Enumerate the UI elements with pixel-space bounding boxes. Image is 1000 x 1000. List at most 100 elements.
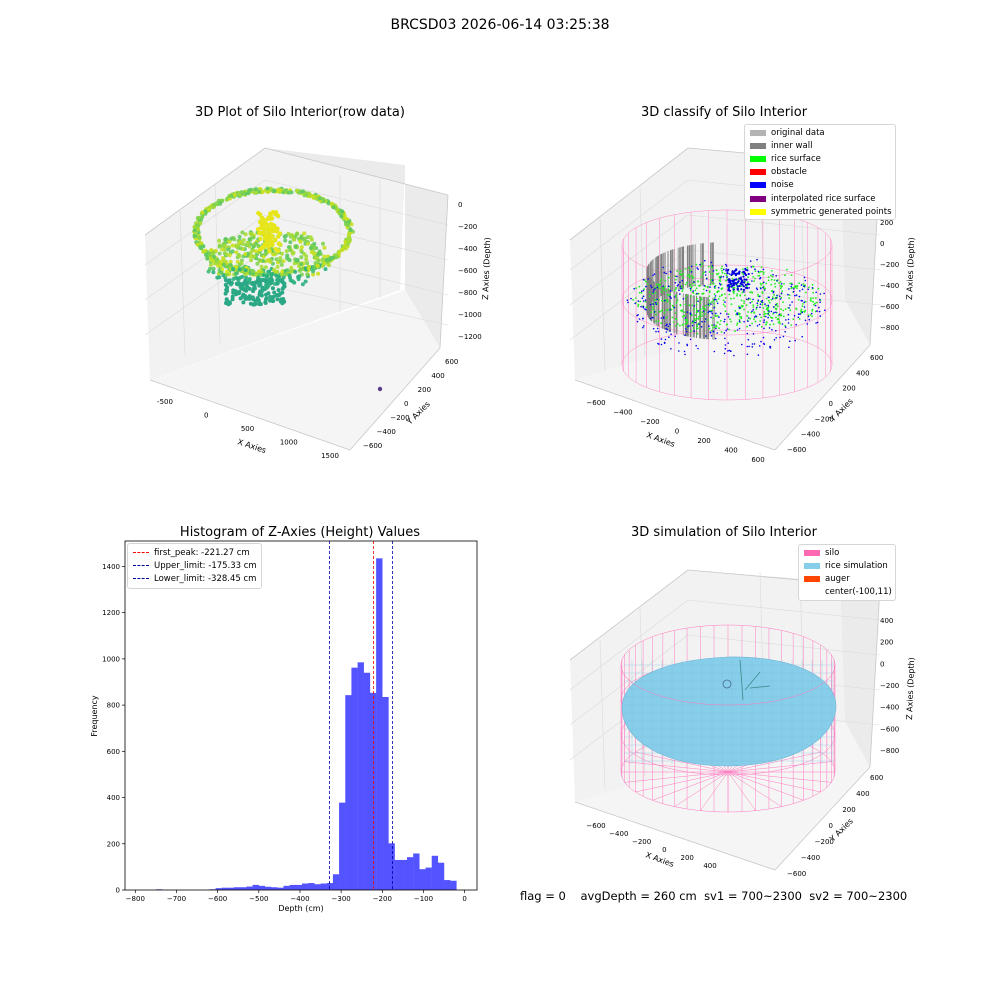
- data-point: [315, 196, 320, 200]
- data-point: [264, 222, 269, 228]
- rice-surface-point: [735, 268, 738, 271]
- data-point: [233, 266, 238, 271]
- rice-surface-point: [767, 309, 770, 311]
- rice-surface-point: [660, 309, 663, 312]
- data-point: [274, 257, 279, 262]
- data-point: [237, 194, 242, 199]
- data-point: [317, 263, 322, 268]
- rice-surface-point: [775, 308, 778, 311]
- data-point: [260, 189, 265, 194]
- rice-surface-point: [752, 306, 755, 308]
- data-point: [236, 278, 241, 283]
- rice-surface-point: [659, 284, 661, 286]
- data-point: [326, 201, 331, 206]
- noise-point: [747, 317, 750, 319]
- noise-point: [713, 324, 715, 326]
- data-point: [215, 260, 220, 265]
- rice-surface-point: [652, 308, 655, 311]
- data-point: [254, 190, 259, 195]
- data-point: [260, 285, 265, 290]
- data-point: [243, 280, 248, 285]
- data-point: [221, 241, 226, 246]
- y-axis-label: Y Axies: [827, 397, 855, 425]
- data-point: [225, 262, 230, 267]
- data-point: [285, 268, 290, 273]
- rice-surface-point: [690, 270, 693, 273]
- data-point: [266, 247, 271, 252]
- rice-surface-point: [711, 272, 713, 275]
- rice-surface-point: [693, 327, 695, 329]
- rice-surface-point: [663, 300, 666, 302]
- noise-point: [652, 327, 655, 330]
- noise-point: [744, 283, 748, 286]
- rice-surface-point: [676, 299, 679, 302]
- data-point: [216, 260, 221, 265]
- noise-point: [762, 286, 764, 289]
- data-point: [228, 264, 233, 268]
- rice-surface-point: [804, 309, 807, 312]
- data-point: [250, 248, 255, 253]
- data-point: [305, 272, 310, 277]
- rice-surface-point: [635, 287, 637, 289]
- rice-surface-point: [771, 317, 773, 319]
- data-point: [337, 249, 341, 254]
- noise-point: [677, 284, 680, 286]
- data-point: [292, 235, 297, 240]
- noise-point: [756, 288, 759, 291]
- rice-surface-point: [810, 300, 812, 302]
- data-point: [321, 260, 326, 265]
- data-point: [232, 193, 237, 198]
- data-point: [295, 258, 300, 262]
- data-point: [348, 230, 352, 235]
- data-point: [307, 191, 311, 196]
- data-point: [331, 256, 336, 261]
- data-point: [220, 247, 225, 252]
- data-point: [213, 202, 218, 207]
- data-point: [256, 299, 261, 304]
- data-point: [216, 198, 221, 203]
- data-point: [231, 236, 236, 240]
- rice-surface-point: [738, 313, 741, 316]
- data-point: [273, 210, 279, 215]
- rice-surface-point: [688, 267, 690, 269]
- rice-surface-point: [701, 292, 704, 295]
- data-point: [328, 255, 333, 260]
- sv2-text: sv2 = 700~2300: [809, 889, 908, 903]
- data-point: [281, 275, 286, 280]
- tick-label: −400: [613, 409, 632, 417]
- data-point: [266, 258, 271, 262]
- data-point: [248, 237, 253, 242]
- rice-surface-point: [709, 310, 712, 313]
- rice-surface-point: [721, 293, 723, 296]
- noise-point: [728, 285, 731, 288]
- data-point: [231, 266, 236, 271]
- data-point: [324, 258, 329, 263]
- data-point: [212, 254, 217, 259]
- data-point: [267, 247, 272, 252]
- rice-surface-point: [681, 310, 683, 313]
- data-point: [261, 268, 266, 273]
- rice-surface-point: [709, 283, 712, 286]
- data-point: [345, 237, 349, 242]
- data-point: [304, 254, 309, 259]
- data-point: [313, 261, 318, 266]
- data-point: [237, 238, 242, 243]
- rice-surface-point: [661, 309, 664, 311]
- data-point: [315, 257, 320, 261]
- noise-point: [761, 299, 763, 302]
- data-point: [263, 232, 268, 237]
- tick-label: −200: [880, 682, 899, 690]
- data-point: [227, 267, 232, 272]
- tick-label: −400: [458, 245, 477, 253]
- rice-surface-point: [688, 304, 691, 307]
- noise-point: [794, 339, 796, 342]
- noise-point: [726, 276, 728, 278]
- noise-point: [807, 288, 809, 291]
- rice-surface-point: [725, 323, 728, 326]
- rice-surface-point: [803, 311, 806, 313]
- rice-surface-point: [746, 285, 748, 287]
- rice-surface-point: [741, 305, 744, 308]
- data-point: [199, 241, 204, 246]
- noise-point: [715, 298, 717, 301]
- noise-point: [726, 272, 729, 275]
